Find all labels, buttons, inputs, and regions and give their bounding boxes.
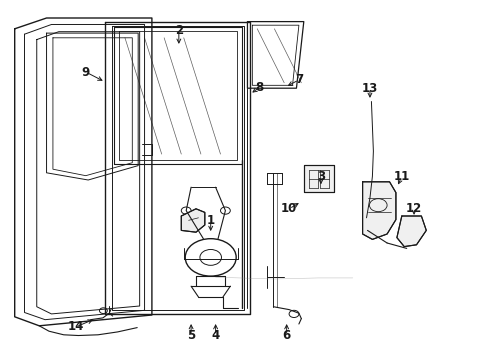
Text: 11: 11	[393, 170, 410, 183]
Text: 13: 13	[362, 82, 378, 95]
Text: 9: 9	[82, 66, 90, 78]
Text: 12: 12	[406, 202, 422, 215]
Text: 8: 8	[256, 81, 264, 94]
Text: 4: 4	[212, 329, 220, 342]
Polygon shape	[363, 182, 396, 239]
Text: 6: 6	[283, 329, 291, 342]
Text: 14: 14	[68, 320, 84, 333]
Polygon shape	[397, 216, 426, 247]
Polygon shape	[304, 165, 334, 192]
Text: 7: 7	[295, 73, 303, 86]
Polygon shape	[181, 209, 205, 232]
Text: 2: 2	[175, 24, 183, 37]
Text: 1: 1	[207, 214, 215, 227]
Text: 3: 3	[317, 170, 325, 183]
Text: 10: 10	[281, 202, 297, 215]
Text: 5: 5	[187, 329, 195, 342]
